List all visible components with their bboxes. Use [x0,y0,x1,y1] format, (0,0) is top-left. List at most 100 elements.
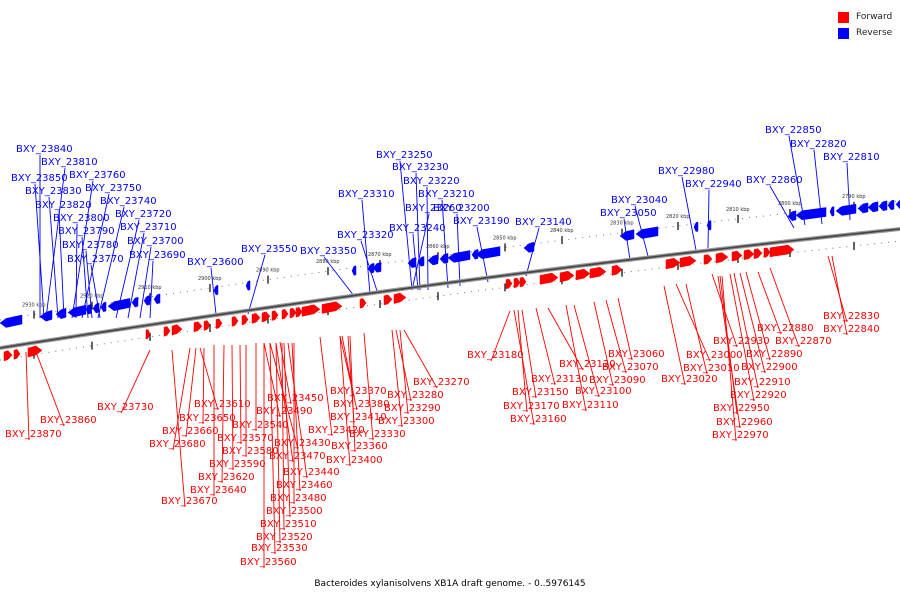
reverse-gene-arrow [857,202,869,214]
forward-gene-label: BXY_22890 [746,349,803,360]
forward-gene-label: BXY_23010 [683,363,740,374]
forward-gene-label: BXY_23500 [266,506,323,517]
forward-gene-leader [339,335,358,411]
forward-gene-leader [827,255,848,323]
reverse-gene-label: BXY_23230 [392,162,449,173]
forward-gene-leader [275,342,294,463]
reverse-gene-label: BXY_23250 [376,150,433,161]
forward-gene-leader [185,347,197,438]
reverse-gene-leader [81,236,89,319]
reverse-gene-label: BXY_22860 [746,175,803,186]
reverse-gene-leader [323,256,355,297]
forward-gene-arrow [251,313,261,324]
forward-gene-arrow [27,345,43,358]
forward-gene-label: BXY_22900 [741,362,798,373]
reverse-gene-label: BXY_23760 [69,170,126,181]
reverse-gene-leader [45,167,66,319]
forward-gene-arrow [559,270,575,283]
caption: Bacteroides xylanisolvens XB1A draft gen… [314,579,586,589]
forward-gene-label: BXY_23660 [162,426,219,437]
reverse-gene-label: BXY_22820 [790,139,847,150]
forward-gene-arrow [231,316,239,327]
tick-label: 2820 kbp [666,214,690,220]
forward-gene-arrow [145,329,151,340]
forward-gene-leader [593,301,614,387]
reverse-gene-arrow [471,249,479,260]
reverse-gene-leader [788,135,806,226]
reverse-gene-leader [149,260,154,319]
forward-gene-label: BXY_23670 [161,496,218,507]
legend-reverse-label: Reverse [856,28,893,38]
forward-gene-label: BXY_23000 [686,350,743,361]
forward-gene-leader [25,351,30,441]
reverse-gene-label: BXY_23750 [85,183,142,194]
forward-gene-arrow [519,276,527,288]
reverse-gene-label: BXY_23720 [115,209,172,220]
forward-gene-leader [617,297,633,361]
tick-label: 2810 kbp [726,207,750,213]
forward-gene-label: BXY_23570 [217,433,274,444]
forward-gene-leader [403,329,438,389]
reverse-gene-arrow [367,262,375,274]
reverse-gene-leader [75,223,78,319]
reverse-gene-leader [441,199,449,289]
forward-gene-arrow [295,307,303,318]
reverse-gene-label: BXY_23240 [389,223,446,234]
forward-gene-leader [685,283,708,375]
forward-gene-label: BXY_23150 [512,387,569,398]
reverse-gene-arrow [131,296,139,308]
forward-gene-label: BXY_23620 [198,472,255,483]
forward-gene-label: BXY_23860 [40,415,97,426]
forward-gene-arrow [215,318,223,329]
reverse-gene-leader [34,183,45,319]
reverse-gene-leader [48,196,59,319]
forward-gene-arrow [3,350,13,362]
forward-gene-arrow [589,266,607,279]
reverse-gene-leader [456,213,461,287]
forward-gene-arrow [513,277,521,289]
forward-gene-label: BXY_23300 [378,416,435,427]
reverse-gene-leader [127,232,145,319]
forward-gene-label: BXY_23280 [387,390,444,401]
reverse-gene-label: BXY_23700 [127,236,184,247]
forward-gene-leader [521,309,537,399]
reverse-gene-label: BXY_23190 [453,216,510,227]
reverse-gene-label: BXY_23690 [129,250,186,261]
forward-gene-label: BXY_22960 [716,417,773,428]
reverse-gene-arrow [92,302,100,314]
reverse-gene-label: BXY_23600 [187,257,244,268]
reverse-gene-arrow [635,226,659,239]
tick-label: 2930 kbp [22,303,46,309]
reverse-gene-label: BXY_22940 [685,179,742,190]
forward-gene-label: BXY_22870 [775,336,832,347]
reverse-gene-arrow [417,256,425,267]
forward-gene-leader [721,275,737,442]
forward-gene-label: BXY_23440 [283,467,340,478]
reverse-gene-arrow [829,206,835,217]
reverse-gene-arrow [107,298,131,311]
tick-label: 2910 kbp [138,285,162,291]
reverse-gene-leader [707,189,710,249]
forward-gene-label: BXY_23530 [251,543,308,554]
reverse-gene-arrow [706,220,712,231]
tick-label: 2860 kbp [426,244,450,250]
reverse-gene-label: BXY_23050 [600,208,657,219]
forward-gene-leader [769,267,800,348]
forward-gene-arrow [281,309,289,320]
reverse-gene-arrow [407,257,417,268]
forward-gene-arrow [241,314,249,326]
forward-gene-label: BXY_23430 [274,438,331,449]
forward-gene-label: BXY_23470 [269,451,326,462]
forward-gene-leader [199,347,219,411]
forward-gene-arrow [359,298,367,309]
forward-gene-leader [339,335,351,467]
forward-gene-leader [391,329,403,428]
legend: Forward Reverse [838,9,892,41]
forward-gene-leader [663,285,686,386]
reverse-gene-label: BXY_23800 [53,213,110,224]
forward-gene-label: BXY_22970 [712,430,769,441]
reverse-gene-label: BXY_23220 [403,176,460,187]
reverse-swatch [838,27,849,39]
reverse-gene-leader [525,227,540,277]
